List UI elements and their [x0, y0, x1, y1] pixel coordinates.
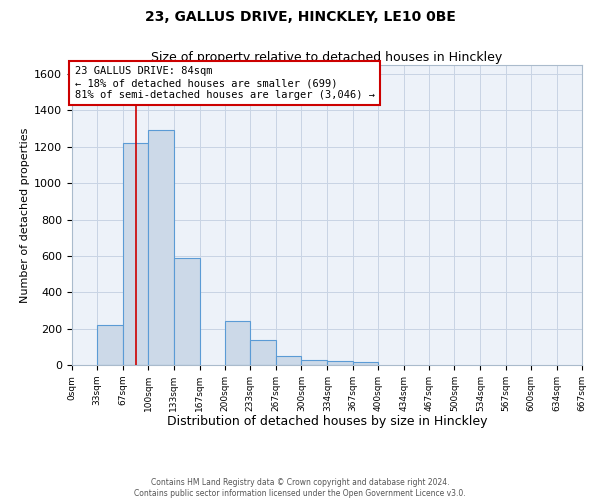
Bar [225, 322, 250, 365]
Bar [276, 356, 301, 365]
Bar [97, 325, 123, 365]
Bar [328, 362, 353, 365]
Text: 23 GALLUS DRIVE: 84sqm
← 18% of detached houses are smaller (699)
81% of semi-de: 23 GALLUS DRIVE: 84sqm ← 18% of detached… [74, 66, 374, 100]
Bar [250, 340, 276, 365]
Bar [123, 143, 148, 365]
X-axis label: Distribution of detached houses by size in Hinckley: Distribution of detached houses by size … [167, 416, 487, 428]
Y-axis label: Number of detached properties: Number of detached properties [20, 128, 30, 302]
Bar [148, 130, 173, 365]
Text: Contains HM Land Registry data © Crown copyright and database right 2024.
Contai: Contains HM Land Registry data © Crown c… [134, 478, 466, 498]
Title: Size of property relative to detached houses in Hinckley: Size of property relative to detached ho… [151, 51, 503, 64]
Bar [173, 258, 200, 365]
Text: 23, GALLUS DRIVE, HINCKLEY, LE10 0BE: 23, GALLUS DRIVE, HINCKLEY, LE10 0BE [145, 10, 455, 24]
Bar [301, 360, 328, 365]
Bar [353, 362, 378, 365]
